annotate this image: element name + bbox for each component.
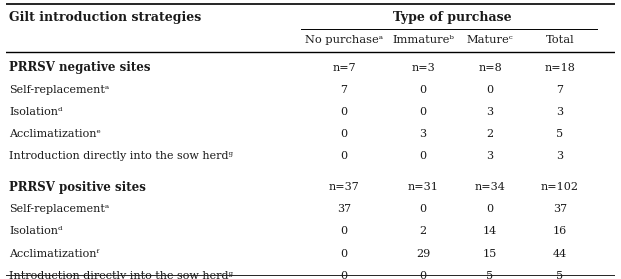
Text: Type of purchase: Type of purchase	[392, 11, 511, 24]
Text: PRRSV negative sites: PRRSV negative sites	[9, 61, 151, 74]
Text: 0: 0	[486, 85, 494, 95]
Text: Self-replacementᵃ: Self-replacementᵃ	[9, 85, 109, 95]
Text: 3: 3	[556, 107, 564, 117]
Text: n=102: n=102	[541, 182, 579, 192]
Text: 3: 3	[420, 129, 427, 139]
Text: 3: 3	[486, 151, 494, 161]
Text: 0: 0	[340, 129, 348, 139]
Text: Isolationᵈ: Isolationᵈ	[9, 107, 63, 117]
Text: n=37: n=37	[329, 182, 360, 192]
Text: 16: 16	[553, 226, 567, 236]
Text: 0: 0	[340, 271, 348, 279]
Text: Introduction directly into the sow herdᵍ: Introduction directly into the sow herdᵍ	[9, 151, 233, 161]
Text: PRRSV positive sites: PRRSV positive sites	[9, 181, 146, 194]
Text: n=8: n=8	[478, 63, 502, 73]
Text: Isolationᵈ: Isolationᵈ	[9, 226, 63, 236]
Text: 0: 0	[420, 107, 427, 117]
Text: 7: 7	[556, 85, 563, 95]
Text: Gilt introduction strategies: Gilt introduction strategies	[9, 11, 201, 24]
Text: 5: 5	[486, 271, 494, 279]
Text: n=34: n=34	[474, 182, 505, 192]
Text: 29: 29	[416, 249, 430, 259]
Text: Total: Total	[546, 35, 574, 45]
Text: 44: 44	[553, 249, 567, 259]
Text: 7: 7	[340, 85, 348, 95]
Text: 5: 5	[556, 271, 564, 279]
Text: 0: 0	[340, 107, 348, 117]
Text: Matureᶜ: Matureᶜ	[466, 35, 514, 45]
Text: 0: 0	[340, 226, 348, 236]
Text: Immatureᵇ: Immatureᵇ	[392, 35, 454, 45]
Text: 3: 3	[556, 151, 564, 161]
Text: 0: 0	[420, 151, 427, 161]
Text: 37: 37	[337, 204, 351, 214]
Text: Introduction directly into the sow herdᵍ: Introduction directly into the sow herdᵍ	[9, 271, 233, 279]
Text: 0: 0	[420, 204, 427, 214]
Text: 3: 3	[486, 107, 494, 117]
Text: 5: 5	[556, 129, 564, 139]
Text: 0: 0	[340, 249, 348, 259]
Text: 15: 15	[483, 249, 497, 259]
Text: Self-replacementᵃ: Self-replacementᵃ	[9, 204, 109, 214]
Text: n=31: n=31	[407, 182, 438, 192]
Text: 14: 14	[483, 226, 497, 236]
Text: n=3: n=3	[411, 63, 435, 73]
Text: 37: 37	[553, 204, 567, 214]
Text: 2: 2	[486, 129, 494, 139]
Text: n=18: n=18	[545, 63, 576, 73]
Text: 2: 2	[420, 226, 427, 236]
Text: Acclimatizationᵉ: Acclimatizationᵉ	[9, 129, 101, 139]
Text: 0: 0	[420, 271, 427, 279]
Text: 0: 0	[486, 204, 494, 214]
Text: No purchaseᵃ: No purchaseᵃ	[305, 35, 383, 45]
Text: 0: 0	[420, 85, 427, 95]
Text: Acclimatizationᶠ: Acclimatizationᶠ	[9, 249, 99, 259]
Text: n=7: n=7	[332, 63, 356, 73]
Text: 0: 0	[340, 151, 348, 161]
